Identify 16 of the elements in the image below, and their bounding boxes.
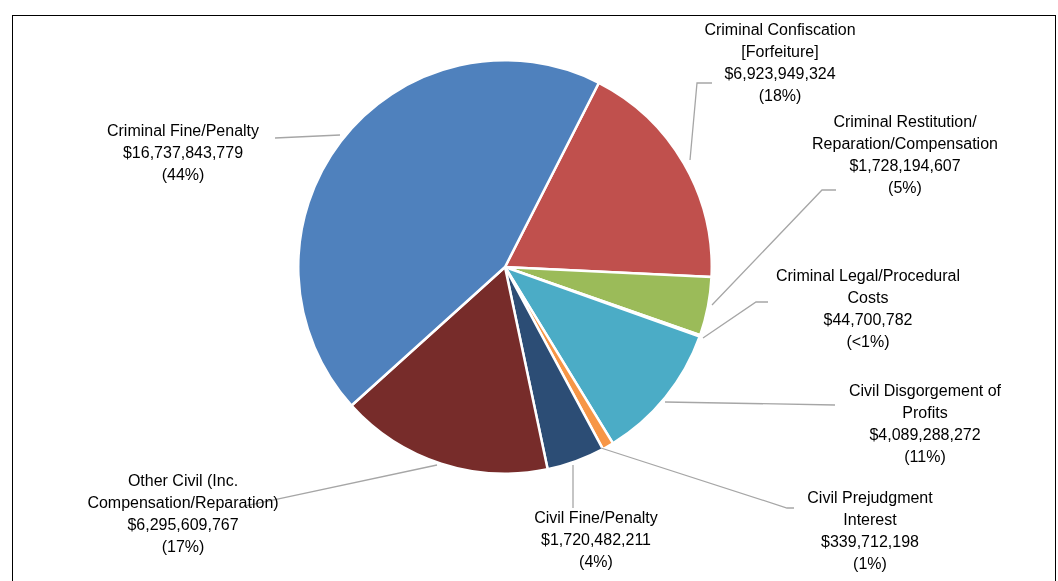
data-label: $1,720,482,211 (4%) bbox=[540, 531, 652, 571]
data-label: $339,712,198 (1%) bbox=[821, 533, 920, 573]
slice-label: Criminal Restitution/Reparation/Compensation bbox=[812, 113, 998, 153]
data-label: $4,089,288,272 (11%) bbox=[869, 426, 981, 466]
data-label: $44,700,782 (<1%) bbox=[823, 311, 913, 351]
slice-label: Criminal Fine/Penalty bbox=[106, 122, 260, 140]
slice-label: Other Civil (Inc. Compensation/Reparation) bbox=[87, 472, 279, 512]
data-label: $6,295,609,767 (17%) bbox=[127, 516, 239, 556]
slice-label: Civil Prejudgment Interest bbox=[807, 489, 934, 529]
data-label: $16,737,843,779 (44%) bbox=[122, 144, 244, 184]
slice-label: Criminal Legal/Procedural Costs bbox=[775, 267, 961, 307]
slice-label: Civil Fine/Penalty bbox=[534, 509, 658, 527]
data-label: $6,923,949,324 (18%) bbox=[724, 65, 836, 105]
slice-label: Criminal Confiscation [Forfeiture] bbox=[704, 21, 856, 61]
slice-label: Civil Disgorgement of Profits bbox=[848, 382, 1002, 422]
data-label: $1,728,194,607 (5%) bbox=[849, 157, 961, 197]
